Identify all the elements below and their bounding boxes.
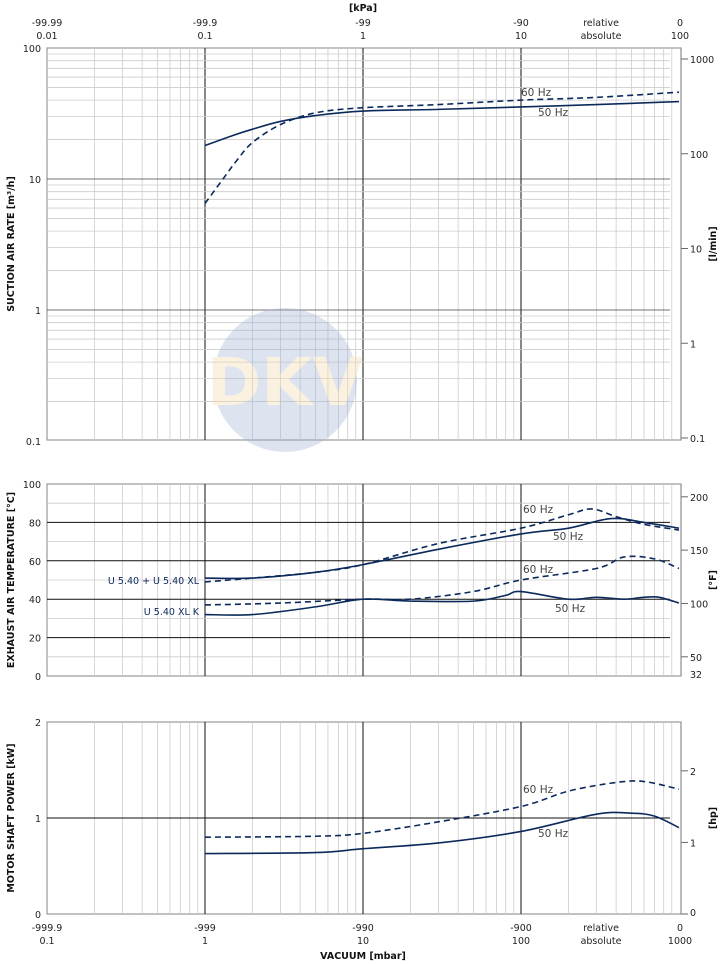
y-tick-label: 2: [35, 718, 41, 729]
series-label: 60 Hz: [521, 87, 552, 99]
y-tick-label: 1: [35, 814, 41, 825]
top-absolute-tick-label: 10: [515, 31, 527, 42]
right-y-tick-label: 10: [690, 245, 702, 256]
y-axis-title: SUCTION AIR RATE [m³/h]: [6, 176, 17, 312]
x-axis-title: VACUUM [mbar]: [320, 951, 406, 962]
series-label: 50 Hz: [555, 603, 586, 615]
dkv-watermark-logo: DKV: [206, 308, 364, 452]
right-y-tick-label: 0.1: [690, 434, 705, 445]
y-axis-title: EXHAUST AIR TEMPERATURE [°C]: [6, 492, 17, 668]
right-y-tick-label: 200: [690, 493, 708, 504]
y-tick-label: 0: [35, 910, 41, 921]
bottom-absolute-tick-label: 10: [357, 936, 369, 947]
series-line-50hz: [204, 590, 680, 616]
series-label: 60 Hz: [523, 504, 554, 516]
y-tick-label: 1: [35, 306, 41, 317]
bottom-absolute-tick-label: 100: [512, 936, 530, 947]
y-tick-label: 0.1: [26, 437, 41, 448]
annotation-u540-xlk: U 5.40 XL K: [144, 607, 200, 618]
top-absolute-tick-label: 0.1: [197, 31, 212, 42]
top-relative-tick-label: -90: [513, 18, 529, 29]
right-y-tick-label: 2: [690, 767, 696, 778]
y-tick-label: 40: [29, 595, 41, 606]
y-tick-label: 20: [29, 634, 41, 645]
right-y-tick-label: 1000: [690, 55, 714, 66]
right-y-tick-label: 100: [690, 599, 708, 610]
top-absolute-tick-label: 1: [360, 31, 366, 42]
y-tick-label: 10: [29, 175, 41, 186]
right-y-axis-title: [hp]: [708, 807, 719, 829]
bottom-absolute-tick-label: 1000: [668, 936, 692, 947]
series-label: 50 Hz: [538, 828, 569, 840]
series-label: 60 Hz: [523, 564, 554, 576]
y-tick-label: 100: [23, 44, 41, 55]
top-absolute-tick-label: 100: [671, 31, 689, 42]
y-tick-label: 100: [23, 480, 41, 491]
series-line-50hz: [204, 517, 680, 580]
bottom-absolute-tick-label: 0.1: [39, 936, 54, 947]
series-line-50hz: [204, 100, 680, 147]
series-label: 50 Hz: [538, 107, 569, 119]
series-line-60hz: [204, 780, 680, 838]
bottom-relative-tick-label: -999.9: [32, 923, 63, 934]
top-axis-unit: [kPa]: [349, 3, 377, 14]
top-relative-tick-label: -99: [355, 18, 371, 29]
series-label: 50 Hz: [553, 531, 584, 543]
right-y-tick-label: 150: [690, 546, 708, 557]
top-relative-tick-label: 0: [677, 18, 683, 29]
top-absolute-label: absolute: [581, 31, 622, 42]
series-line-60hz: [204, 508, 680, 583]
right-y-axis-title: [°F]: [708, 570, 719, 590]
right-y-tick-label: 0: [690, 908, 696, 919]
y-tick-label: 80: [29, 518, 41, 529]
right-y-tick-label: 1: [690, 838, 696, 849]
top-relative-label: relative: [583, 18, 619, 29]
logo-lettering: DKV: [206, 344, 363, 421]
series-line-60hz: [204, 91, 680, 204]
annotation-u540-xl: U 5.40 + U 5.40 XL: [108, 576, 200, 587]
right-y-tick-label: 100: [690, 150, 708, 161]
bottom-relative-tick-label: -900: [510, 923, 532, 934]
series-line-50hz: [204, 811, 680, 855]
right-y-tick-label: 50: [690, 653, 702, 664]
y-tick-label: 0: [35, 672, 41, 683]
bottom-relative-tick-label: -990: [352, 923, 374, 934]
right-y-tick-label: 1: [690, 339, 696, 350]
bottom-relative-tick-label: -999: [194, 923, 216, 934]
top-absolute-tick-label: 0.01: [36, 31, 57, 42]
right-y-tick-label: 32: [690, 670, 702, 681]
top-relative-tick-label: -99.9: [193, 18, 218, 29]
bottom-absolute-tick-label: 1: [202, 936, 208, 947]
bottom-relative-tick-label: 0: [677, 923, 683, 934]
top-relative-tick-label: -99.99: [32, 18, 63, 29]
series-label: 60 Hz: [523, 784, 554, 796]
y-axis-title: MOTOR SHAFT POWER [kW]: [6, 743, 17, 892]
bottom-relative-label: relative: [583, 923, 619, 934]
y-tick-label: 60: [29, 557, 41, 568]
right-y-axis-title: [l/min]: [708, 226, 719, 261]
bottom-absolute-label: absolute: [581, 936, 622, 947]
